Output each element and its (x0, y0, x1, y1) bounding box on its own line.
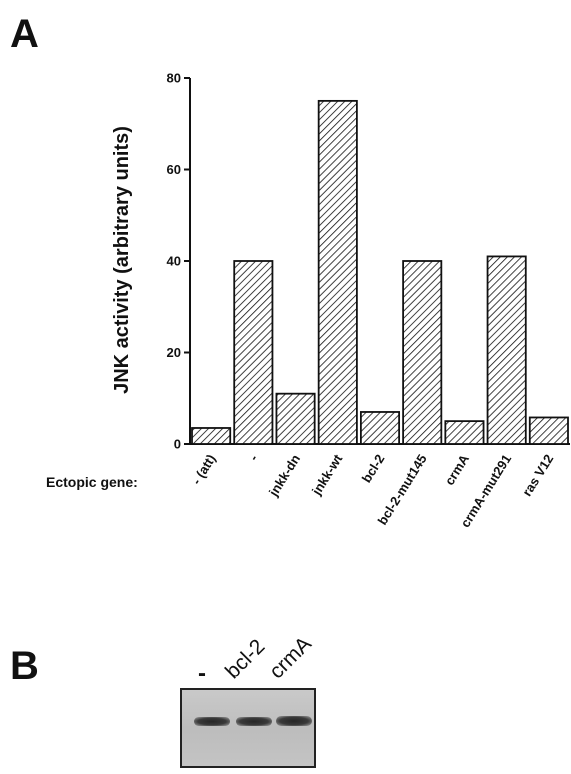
blot-lane-label: - (198, 660, 206, 687)
bar-5 (402, 260, 443, 445)
x-category-label: bcl-2 (359, 452, 388, 486)
x-category-label: jnkk-wt (308, 451, 345, 498)
bar-0 (191, 427, 232, 445)
blot-band-2 (236, 717, 272, 726)
y-tick-label: 0 (174, 437, 181, 452)
western-blot (180, 688, 316, 768)
blot-band-3 (276, 716, 312, 726)
x-category-label: ras V12 (519, 452, 556, 499)
y-axis-label: JNK activity (arbitrary units) (111, 126, 133, 394)
bar-3 (317, 99, 358, 445)
blot-lane-label: crmA (265, 632, 316, 684)
y-tick-label: 80 (167, 71, 181, 86)
y-tick-label: 40 (167, 254, 181, 269)
x-category-label: jnkk-dn (265, 452, 303, 500)
chart-bars (191, 99, 569, 445)
panel-label-b: B (10, 644, 39, 688)
bar-8 (528, 416, 569, 445)
ectopic-gene-label: Ectopic gene: (46, 474, 138, 490)
panel-label-a: A (10, 12, 39, 56)
bar-2 (275, 392, 316, 445)
x-category-label: - (att) (189, 452, 219, 488)
y-tick-label: 20 (167, 345, 181, 360)
bar-7 (486, 255, 527, 445)
x-category-label: - (246, 452, 261, 464)
blot-band-1 (194, 717, 230, 726)
bar-4 (359, 411, 401, 445)
y-ticks: 0 20 40 60 80 (167, 71, 190, 452)
blot-lane-label: bcl-2 (221, 634, 270, 684)
x-category-label: crmA (442, 451, 473, 488)
bar-6 (444, 420, 485, 445)
y-tick-label: 60 (167, 162, 181, 177)
bar-1 (233, 260, 274, 445)
